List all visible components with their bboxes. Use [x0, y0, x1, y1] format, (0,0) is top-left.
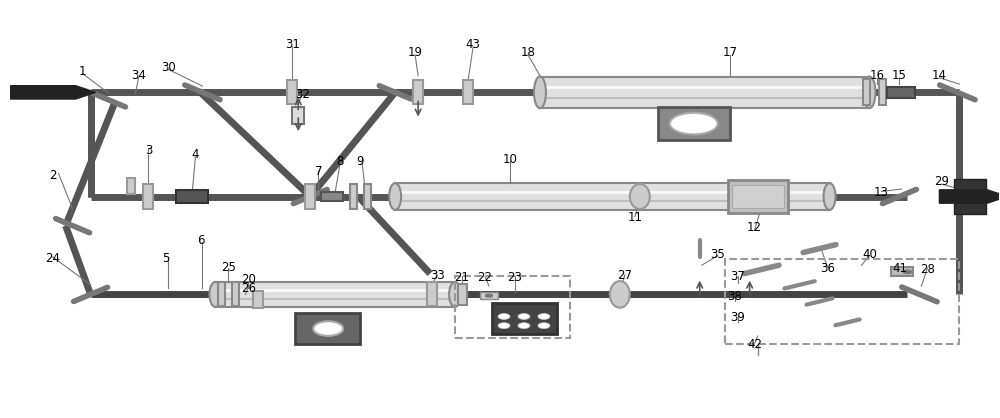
Bar: [253, 291, 263, 308]
Bar: [887, 87, 915, 98]
Text: 19: 19: [408, 46, 423, 59]
Bar: [455, 275, 570, 338]
Text: 5: 5: [162, 252, 169, 265]
Text: 7: 7: [315, 165, 322, 178]
Text: 30: 30: [161, 61, 176, 74]
Ellipse shape: [538, 323, 550, 329]
Ellipse shape: [389, 183, 401, 210]
Text: 8: 8: [337, 155, 344, 168]
Text: 24: 24: [45, 252, 60, 265]
Bar: [954, 178, 986, 214]
Bar: [295, 313, 360, 344]
Text: 28: 28: [920, 263, 935, 276]
Bar: [413, 80, 423, 104]
Bar: [350, 184, 357, 209]
Text: 18: 18: [521, 46, 535, 59]
Bar: [879, 79, 886, 105]
Ellipse shape: [630, 184, 650, 209]
Text: 34: 34: [131, 69, 146, 82]
Bar: [732, 185, 784, 208]
Ellipse shape: [610, 281, 630, 308]
Bar: [364, 184, 371, 209]
Bar: [321, 192, 343, 201]
Text: 23: 23: [508, 271, 522, 284]
Text: 16: 16: [870, 69, 885, 82]
Bar: [305, 184, 315, 209]
Text: 37: 37: [730, 270, 745, 283]
Text: 26: 26: [241, 282, 256, 295]
Bar: [458, 284, 467, 305]
Text: 3: 3: [145, 144, 152, 157]
Ellipse shape: [538, 314, 550, 319]
Bar: [728, 180, 788, 213]
Ellipse shape: [498, 323, 510, 329]
Bar: [891, 268, 913, 276]
Ellipse shape: [670, 113, 718, 135]
Bar: [863, 79, 870, 105]
Text: 33: 33: [430, 269, 444, 282]
Bar: [480, 292, 498, 299]
Text: 38: 38: [727, 290, 742, 303]
Text: 12: 12: [747, 221, 762, 234]
Ellipse shape: [863, 76, 875, 108]
Bar: [463, 80, 473, 104]
Bar: [427, 282, 437, 306]
Ellipse shape: [209, 282, 221, 307]
Text: 22: 22: [478, 271, 493, 284]
FancyArrow shape: [11, 86, 96, 99]
Bar: [395, 183, 830, 210]
Ellipse shape: [824, 183, 836, 210]
Bar: [492, 303, 557, 334]
Bar: [232, 282, 239, 306]
Text: 29: 29: [934, 176, 949, 189]
Text: 15: 15: [892, 69, 907, 82]
Text: 11: 11: [627, 211, 642, 224]
Text: 32: 32: [295, 88, 310, 101]
Ellipse shape: [498, 314, 510, 319]
Text: 39: 39: [730, 311, 745, 324]
Bar: [540, 76, 869, 108]
Bar: [215, 282, 455, 307]
Text: 25: 25: [221, 261, 236, 274]
Text: 14: 14: [932, 69, 947, 82]
Bar: [176, 190, 208, 203]
Bar: [658, 107, 730, 140]
Ellipse shape: [449, 282, 461, 307]
Text: 4: 4: [192, 148, 199, 161]
Bar: [725, 259, 959, 344]
Ellipse shape: [903, 270, 911, 273]
Bar: [127, 178, 135, 194]
Text: 17: 17: [722, 46, 737, 59]
Text: 36: 36: [820, 262, 835, 275]
Bar: [287, 80, 297, 104]
Text: 27: 27: [617, 269, 632, 282]
Text: 20: 20: [241, 273, 256, 286]
Bar: [218, 282, 225, 306]
Ellipse shape: [486, 294, 493, 297]
Text: 43: 43: [466, 38, 480, 51]
Text: 10: 10: [503, 153, 517, 166]
Text: 2: 2: [49, 169, 56, 182]
Bar: [143, 184, 153, 209]
Ellipse shape: [518, 314, 530, 319]
Text: 41: 41: [892, 262, 907, 275]
Text: 9: 9: [356, 155, 364, 168]
Bar: [292, 107, 304, 124]
Text: 21: 21: [455, 271, 470, 284]
Ellipse shape: [534, 76, 546, 108]
Text: 31: 31: [285, 38, 300, 51]
Text: 6: 6: [197, 234, 204, 247]
Text: 42: 42: [747, 338, 762, 351]
Text: 40: 40: [862, 248, 877, 261]
Text: 13: 13: [874, 186, 889, 199]
Text: 1: 1: [79, 65, 86, 78]
FancyArrow shape: [939, 190, 1000, 203]
Text: 35: 35: [710, 248, 725, 261]
Ellipse shape: [518, 323, 530, 329]
Ellipse shape: [313, 321, 343, 336]
